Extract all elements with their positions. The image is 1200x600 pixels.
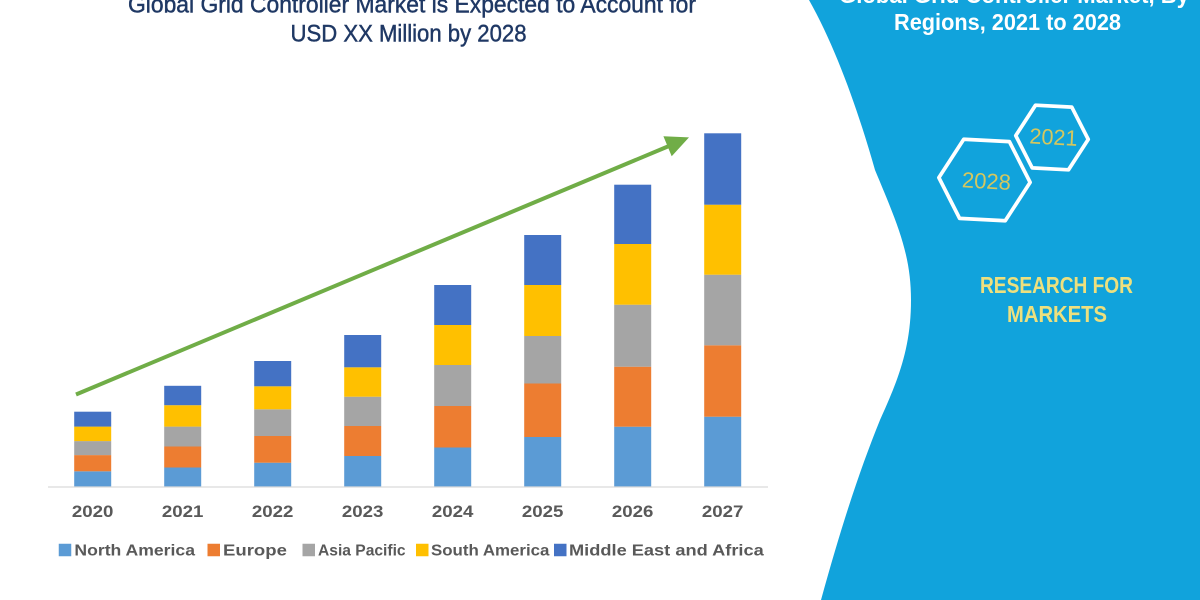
svg-text:Global Grid Controller Market: Global Grid Controller Market is Expecte… bbox=[128, 0, 696, 19]
svg-text:2028: 2028 bbox=[961, 167, 1011, 195]
svg-text:Regions, 2021 to 2028: Regions, 2021 to 2028 bbox=[894, 9, 1121, 35]
svg-text:MARKETS: MARKETS bbox=[1007, 301, 1107, 327]
svg-text:Europe: Europe bbox=[223, 543, 287, 560]
svg-text:North America: North America bbox=[74, 543, 195, 560]
svg-text:2022: 2022 bbox=[252, 502, 294, 521]
svg-text:2025: 2025 bbox=[522, 502, 564, 521]
svg-text:USD XX Million by 2028: USD XX Million by 2028 bbox=[291, 20, 527, 47]
svg-text:South America: South America bbox=[431, 543, 549, 560]
svg-text:2027: 2027 bbox=[702, 502, 744, 521]
svg-text:2021: 2021 bbox=[162, 502, 204, 521]
svg-text:Asia Pacific: Asia Pacific bbox=[318, 543, 406, 560]
svg-text:Middle East and Africa: Middle East and Africa bbox=[569, 543, 764, 560]
svg-text:2021: 2021 bbox=[1029, 123, 1078, 150]
svg-text:Global Grid Controller Market,: Global Grid Controller Market, By bbox=[839, 0, 1189, 8]
svg-text:2026: 2026 bbox=[612, 502, 654, 521]
svg-text:2023: 2023 bbox=[342, 502, 384, 521]
svg-text:2020: 2020 bbox=[72, 502, 114, 521]
svg-text:2024: 2024 bbox=[432, 502, 474, 521]
svg-text:RESEARCH FOR: RESEARCH FOR bbox=[980, 272, 1133, 298]
